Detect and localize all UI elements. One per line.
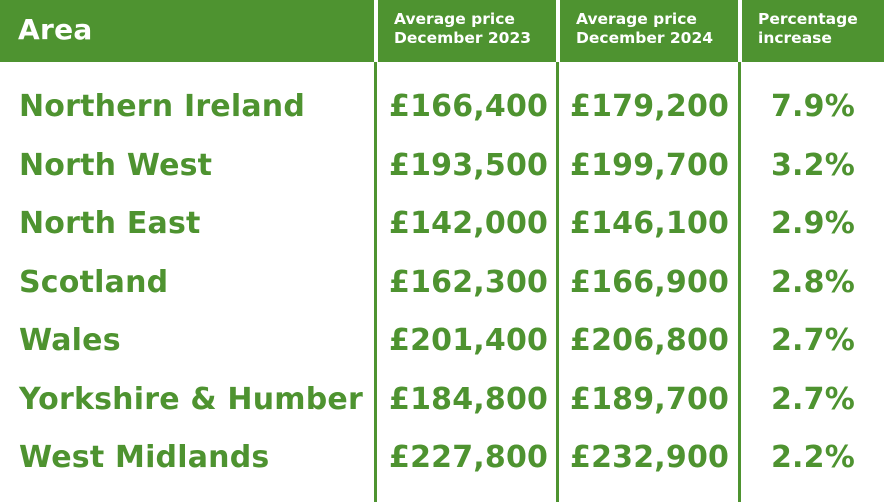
cell-percentage: 3.2%: [770, 148, 855, 183]
cell-price-2023: £193,500: [389, 148, 549, 183]
cell-price-2024: £206,800: [570, 323, 730, 358]
header-percentage-increase: Percentage increase: [742, 0, 884, 62]
table-row: Wales £201,400 £206,800 2.7%: [0, 312, 884, 370]
cell-percentage: 2.7%: [770, 323, 855, 358]
cell-percentage: 2.2%: [770, 440, 855, 475]
cell-price-2023: £162,300: [389, 265, 549, 300]
column-divider: [738, 62, 741, 502]
column-divider: [556, 62, 559, 502]
table-row: North East £142,000 £146,100 2.9%: [0, 195, 884, 253]
table-row: Scotland £162,300 £166,900 2.8%: [0, 254, 884, 312]
header-area-label: Area: [18, 13, 93, 46]
header-percentage-increase-label: Percentage increase: [758, 10, 858, 47]
header-price-2024: Average price December 2024: [560, 0, 738, 62]
cell-percentage: 2.7%: [770, 382, 855, 417]
cell-price-2023: £184,800: [389, 382, 549, 417]
cell-price-2023: £227,800: [389, 440, 549, 475]
table-row: West Midlands £227,800 £232,900 2.2%: [0, 429, 884, 487]
column-divider: [374, 62, 377, 502]
cell-area: Northern Ireland: [19, 89, 306, 124]
cell-percentage: 7.9%: [770, 89, 855, 124]
table-header: Area Average price December 2023 Average…: [0, 0, 884, 62]
cell-price-2023: £201,400: [389, 323, 549, 358]
cell-percentage: 2.9%: [770, 206, 855, 241]
cell-area: Yorkshire & Humber: [19, 382, 363, 417]
table-row: Yorkshire & Humber £184,800 £189,700 2.7…: [0, 371, 884, 429]
cell-price-2023: £166,400: [389, 89, 549, 124]
cell-price-2024: £189,700: [570, 382, 730, 417]
cell-area: North East: [19, 206, 201, 241]
cell-area: North West: [19, 148, 213, 183]
cell-area: Wales: [19, 323, 121, 358]
cell-area: West Midlands: [19, 440, 270, 475]
cell-price-2024: £146,100: [570, 206, 730, 241]
header-price-2023-label: Average price December 2023: [394, 10, 532, 47]
header-price-2023: Average price December 2023: [378, 0, 556, 62]
cell-price-2024: £199,700: [570, 148, 730, 183]
table-row: Northern Ireland £166,400 £179,200 7.9%: [0, 78, 884, 136]
header-price-2024-label: Average price December 2024: [576, 10, 714, 47]
header-area: Area: [0, 0, 374, 62]
cell-price-2024: £166,900: [570, 265, 730, 300]
cell-area: Scotland: [19, 265, 169, 300]
cell-percentage: 2.8%: [770, 265, 855, 300]
cell-price-2024: £179,200: [570, 89, 730, 124]
cell-price-2024: £232,900: [570, 440, 730, 475]
table-row: North West £193,500 £199,700 3.2%: [0, 137, 884, 195]
cell-price-2023: £142,000: [389, 206, 549, 241]
